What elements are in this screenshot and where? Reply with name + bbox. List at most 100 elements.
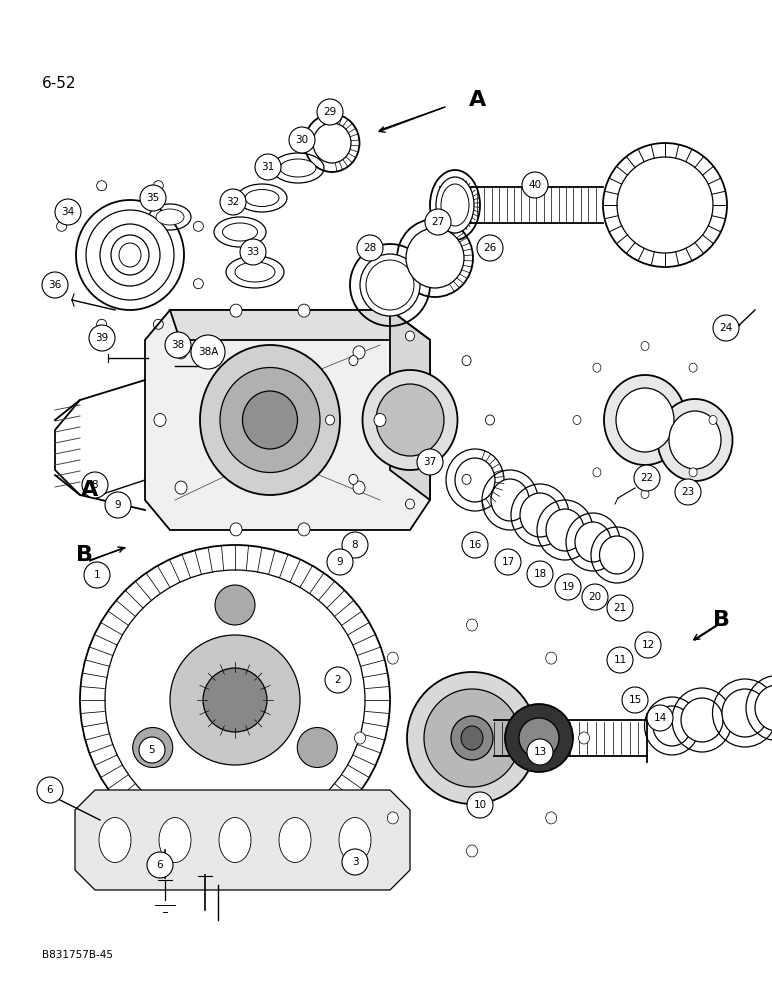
Ellipse shape bbox=[491, 479, 529, 521]
Circle shape bbox=[634, 465, 660, 491]
Text: A: A bbox=[81, 480, 99, 500]
Ellipse shape bbox=[669, 411, 721, 469]
Polygon shape bbox=[170, 310, 430, 340]
Ellipse shape bbox=[709, 416, 717, 424]
Text: 13: 13 bbox=[533, 747, 547, 757]
Ellipse shape bbox=[466, 619, 478, 631]
Ellipse shape bbox=[235, 262, 275, 282]
Ellipse shape bbox=[280, 159, 316, 177]
Ellipse shape bbox=[374, 414, 386, 426]
Circle shape bbox=[647, 705, 673, 731]
Text: 26: 26 bbox=[483, 243, 496, 253]
Text: 17: 17 bbox=[501, 557, 515, 567]
Ellipse shape bbox=[689, 363, 697, 372]
Circle shape bbox=[317, 99, 343, 125]
Ellipse shape bbox=[505, 704, 573, 772]
Ellipse shape bbox=[575, 522, 611, 562]
Circle shape bbox=[42, 272, 68, 298]
Text: 9: 9 bbox=[337, 557, 344, 567]
Ellipse shape bbox=[220, 367, 320, 473]
Ellipse shape bbox=[339, 818, 371, 862]
Circle shape bbox=[325, 667, 351, 693]
Ellipse shape bbox=[230, 523, 242, 536]
Ellipse shape bbox=[219, 818, 251, 862]
Circle shape bbox=[635, 632, 661, 658]
Ellipse shape bbox=[722, 689, 768, 737]
Text: 5: 5 bbox=[149, 745, 155, 755]
Circle shape bbox=[89, 325, 115, 351]
Text: 23: 23 bbox=[682, 487, 695, 497]
Text: 36: 36 bbox=[49, 280, 62, 290]
Text: 19: 19 bbox=[561, 582, 574, 592]
Text: 38A: 38A bbox=[198, 347, 218, 357]
Circle shape bbox=[84, 562, 110, 588]
Ellipse shape bbox=[407, 672, 537, 804]
Ellipse shape bbox=[242, 391, 297, 449]
Circle shape bbox=[191, 335, 225, 369]
Ellipse shape bbox=[159, 818, 191, 862]
Ellipse shape bbox=[353, 481, 365, 494]
Circle shape bbox=[327, 549, 353, 575]
Text: 32: 32 bbox=[226, 197, 239, 207]
Ellipse shape bbox=[405, 331, 415, 341]
Ellipse shape bbox=[641, 342, 649, 351]
Text: 15: 15 bbox=[628, 695, 642, 705]
Circle shape bbox=[342, 532, 368, 558]
Text: 12: 12 bbox=[642, 640, 655, 650]
Text: B831757B-45: B831757B-45 bbox=[42, 950, 113, 960]
Ellipse shape bbox=[462, 356, 471, 366]
Text: 2: 2 bbox=[335, 675, 341, 685]
Ellipse shape bbox=[405, 499, 415, 509]
Ellipse shape bbox=[170, 635, 300, 765]
Ellipse shape bbox=[175, 481, 187, 494]
Ellipse shape bbox=[298, 523, 310, 536]
Ellipse shape bbox=[215, 585, 255, 625]
Ellipse shape bbox=[86, 210, 174, 300]
Text: 30: 30 bbox=[296, 135, 309, 145]
Ellipse shape bbox=[175, 346, 187, 359]
Circle shape bbox=[342, 849, 368, 875]
Circle shape bbox=[582, 584, 608, 610]
Ellipse shape bbox=[486, 415, 495, 425]
Text: B: B bbox=[713, 610, 730, 630]
Text: B: B bbox=[76, 545, 93, 565]
Ellipse shape bbox=[546, 652, 557, 664]
Circle shape bbox=[55, 199, 81, 225]
Text: 9: 9 bbox=[115, 500, 121, 510]
Circle shape bbox=[147, 852, 173, 878]
Text: 33: 33 bbox=[246, 247, 259, 257]
Text: 38: 38 bbox=[171, 340, 185, 350]
Ellipse shape bbox=[313, 123, 351, 163]
Polygon shape bbox=[145, 310, 430, 530]
Text: 40: 40 bbox=[529, 180, 542, 190]
Circle shape bbox=[462, 532, 488, 558]
Circle shape bbox=[607, 647, 633, 673]
Polygon shape bbox=[75, 790, 410, 890]
Text: 1: 1 bbox=[93, 570, 100, 580]
Ellipse shape bbox=[600, 536, 635, 574]
Circle shape bbox=[477, 235, 503, 261]
Text: 27: 27 bbox=[432, 217, 445, 227]
Ellipse shape bbox=[573, 416, 581, 424]
Ellipse shape bbox=[222, 223, 258, 241]
Ellipse shape bbox=[363, 370, 458, 470]
Circle shape bbox=[495, 549, 521, 575]
Ellipse shape bbox=[360, 254, 420, 316]
Ellipse shape bbox=[616, 388, 674, 452]
Text: 16: 16 bbox=[469, 540, 482, 550]
Text: 22: 22 bbox=[641, 473, 654, 483]
Ellipse shape bbox=[354, 732, 365, 744]
Ellipse shape bbox=[297, 728, 337, 768]
Text: 29: 29 bbox=[323, 107, 337, 117]
Ellipse shape bbox=[349, 474, 358, 484]
Text: 6-52: 6-52 bbox=[42, 76, 76, 91]
Text: 11: 11 bbox=[614, 655, 627, 665]
Ellipse shape bbox=[388, 652, 398, 664]
Circle shape bbox=[220, 189, 246, 215]
Circle shape bbox=[527, 561, 553, 587]
Circle shape bbox=[255, 154, 281, 180]
Text: 10: 10 bbox=[473, 800, 486, 810]
Ellipse shape bbox=[755, 685, 772, 731]
Ellipse shape bbox=[519, 718, 559, 758]
Circle shape bbox=[240, 239, 266, 265]
